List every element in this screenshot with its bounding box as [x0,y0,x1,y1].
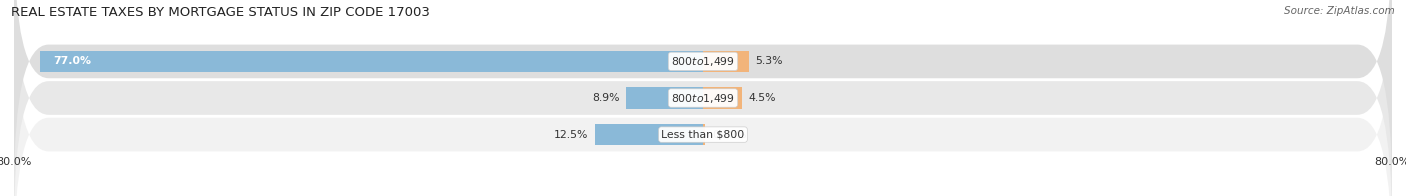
Text: $800 to $1,499: $800 to $1,499 [671,55,735,68]
Bar [595,124,703,145]
Text: 8.9%: 8.9% [592,93,620,103]
Text: Source: ZipAtlas.com: Source: ZipAtlas.com [1284,6,1395,16]
FancyBboxPatch shape [14,5,1392,196]
Text: 77.0%: 77.0% [53,56,91,66]
FancyBboxPatch shape [14,0,1392,191]
FancyBboxPatch shape [14,0,1392,196]
Bar [626,87,703,109]
Text: REAL ESTATE TAXES BY MORTGAGE STATUS IN ZIP CODE 17003: REAL ESTATE TAXES BY MORTGAGE STATUS IN … [11,6,430,19]
Text: 0.29%: 0.29% [713,130,747,140]
Bar [703,87,742,109]
Text: $800 to $1,499: $800 to $1,499 [671,92,735,104]
Text: 12.5%: 12.5% [554,130,589,140]
Text: 4.5%: 4.5% [748,93,776,103]
Text: Less than $800: Less than $800 [661,130,745,140]
Bar [39,51,703,72]
Bar [703,51,748,72]
Text: 5.3%: 5.3% [755,56,783,66]
Bar [703,124,706,145]
